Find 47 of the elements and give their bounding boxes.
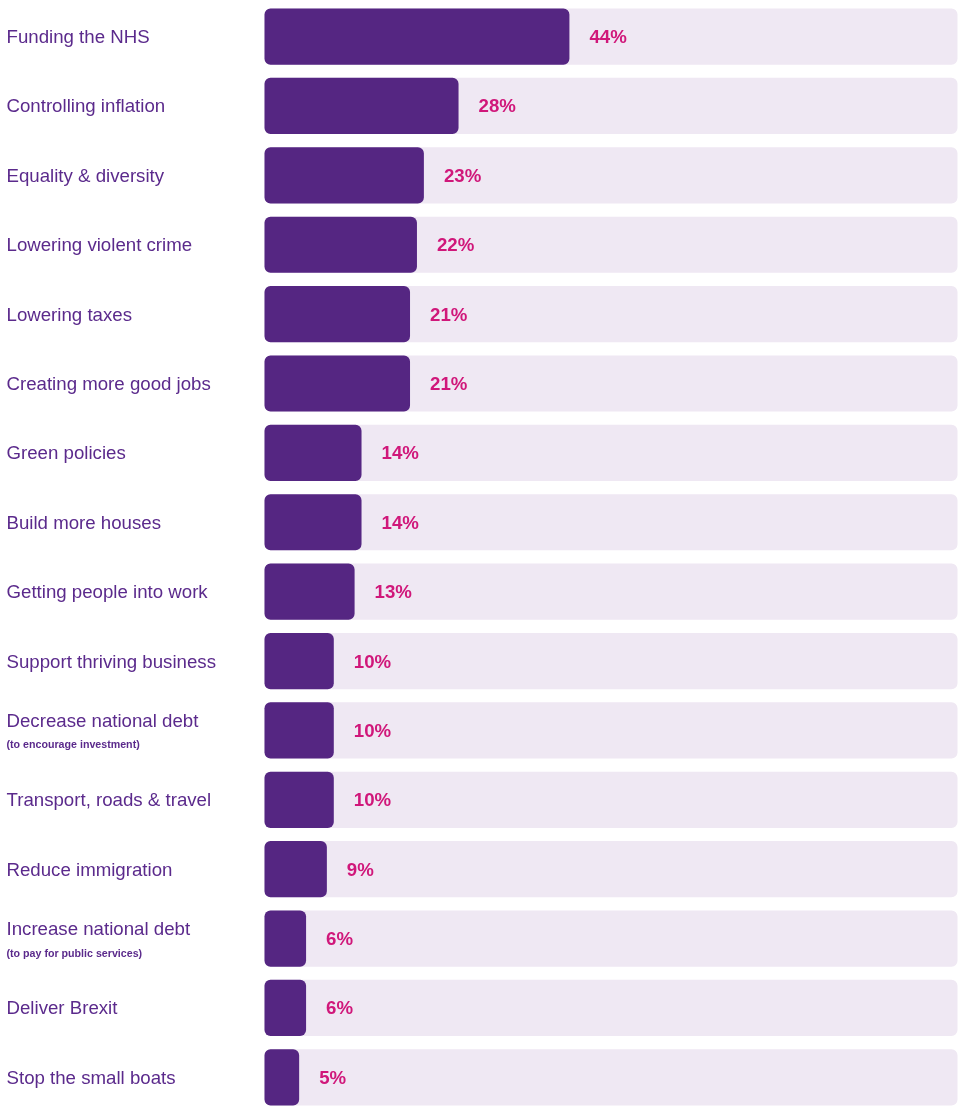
data-label: 9% [346,858,375,880]
bar [264,563,355,620]
bar [264,286,411,343]
data-label: 14% [381,442,420,464]
data-label: 6% [326,928,354,950]
bar [264,216,417,273]
y-tick-label: Build more houses [6,511,162,533]
bar [264,979,307,1037]
data-label: 21% [430,303,468,325]
bar [264,147,424,204]
data-label: 14% [381,511,420,533]
y-tick-label: Transport, roads & travel [6,789,212,811]
bar [264,841,327,898]
bar [264,355,411,412]
data-label: 5% [319,1066,347,1088]
data-label: 44% [589,26,628,48]
y-tick-label: Funding the NHS [6,26,150,48]
y-tick-label: Creating more good jobs [6,373,211,394]
y-tick-label: Support thriving business [6,650,216,672]
y-tick-label: Deliver Brexit [6,997,119,1019]
y-tick-label: Controlling inflation [6,95,166,117]
data-label: 28% [478,95,517,117]
y-tick-label: Getting people into work [6,581,209,603]
data-label: 10% [353,719,392,741]
data-label: 10% [353,650,392,672]
bar [264,77,459,135]
y-tick-label: Equality & diversity [6,164,165,186]
bar [264,702,334,759]
y-tick-label: Stop the small boats [6,1066,176,1088]
data-label: 13% [374,581,413,603]
bar [264,910,307,967]
bar [264,632,334,690]
data-label: 22% [436,234,475,256]
y-tick-label: Increase national debt (to pay for public services) [6,918,191,959]
y-tick-label: Decrease national debt (to encourage investment) [6,709,200,751]
y-tick-label: Lowering violent crime [6,234,193,256]
y-tick-label: Reduce immigration [6,858,173,880]
bar [264,494,362,551]
bar [264,1049,300,1106]
data-label: 21% [430,373,468,394]
data-label: 6% [326,997,354,1019]
data-label: 10% [353,789,392,811]
bar [264,424,362,481]
y-tick-label: Green policies [6,442,126,464]
data-label: 23% [443,164,482,186]
bar [264,771,334,828]
y-tick-label: Lowering taxes [6,303,132,325]
